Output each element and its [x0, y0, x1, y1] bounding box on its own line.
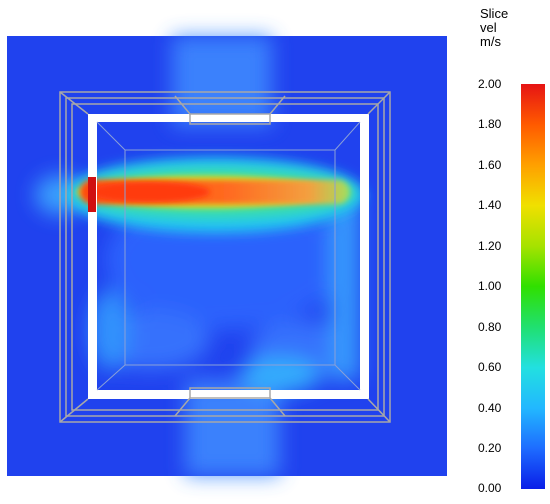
colorbar-tick-label: 0.20 [478, 441, 502, 455]
room-walls [88, 114, 369, 399]
colorbar-tick-label: 1.40 [478, 198, 502, 212]
colorbar-tick-label: 1.80 [478, 117, 502, 131]
colorbar-tick-label: 0.60 [478, 360, 502, 374]
colorbar-tick-label: 0.80 [478, 320, 502, 334]
velocity-jet [65, 157, 365, 233]
colorbar-tick-label: 1.20 [478, 239, 502, 253]
colorbar-title-line: m/s [480, 34, 501, 49]
colorbar-tick-label: 1.00 [478, 279, 502, 293]
colorbar-tick-label: 1.60 [478, 158, 502, 172]
colorbar-title-line: Slice [480, 6, 509, 21]
colorbar [521, 84, 545, 489]
wireframe-frame [59, 91, 391, 423]
colorbar-tick-label: 2.00 [478, 77, 502, 91]
inlet-vent [88, 177, 96, 212]
colorbar-tick-label: 0.00 [478, 481, 502, 495]
colorbar-title-line: vel [480, 20, 497, 35]
colorbar-tick-label: 0.40 [478, 401, 502, 415]
